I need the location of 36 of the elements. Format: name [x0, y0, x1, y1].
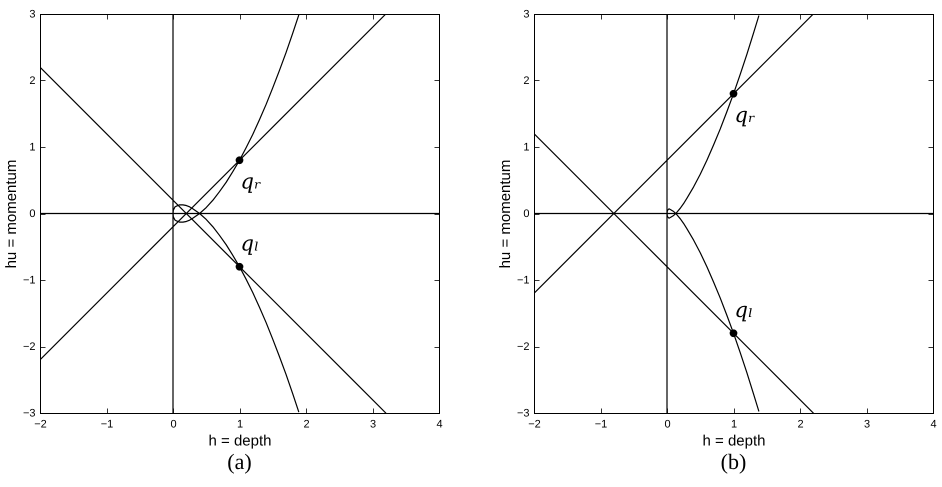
x-tick-label: 2 — [303, 418, 310, 430]
y-tick-label: −2 — [22, 341, 36, 353]
x-tick-label: 4 — [930, 418, 937, 430]
y-tick-label: 3 — [523, 8, 530, 20]
x-tick-label: 1 — [730, 418, 738, 430]
y-tick-label: 0 — [29, 208, 36, 220]
series-label: qₗ — [240, 232, 260, 256]
y-tick-label: −2 — [516, 341, 530, 353]
x-axis-title: h = depth — [208, 432, 272, 450]
y-tick-label: −1 — [516, 274, 530, 286]
x-tick-label: 1 — [236, 418, 244, 430]
series-label: qᵣ — [240, 169, 262, 194]
x-tick-label: −1 — [100, 418, 114, 430]
x-tick-label: 4 — [436, 418, 443, 430]
y-tick-label: 1 — [523, 142, 530, 154]
text: (b) — [720, 449, 746, 474]
x-tick-label: 3 — [864, 418, 870, 430]
y-tick-label: −3 — [516, 408, 530, 420]
series-label: qᵣ — [734, 102, 756, 127]
x-tick-label: 0 — [664, 418, 671, 430]
x-axis-title: h = depth — [702, 432, 766, 450]
x-tick-label: 2 — [797, 418, 804, 430]
y-tick-label: 1 — [29, 142, 36, 154]
y-axis-title: hu = momentum — [2, 160, 20, 268]
y-tick-label: 0 — [523, 208, 530, 220]
text: (a) — [227, 449, 252, 474]
x-tick-label: 3 — [370, 418, 376, 430]
y-axis-title: hu = momentum — [496, 160, 514, 268]
y-tick-label: −3 — [22, 408, 36, 420]
x-tick-label: −1 — [594, 418, 608, 430]
y-tick-label: 2 — [523, 75, 530, 87]
x-tick-label: 0 — [170, 418, 177, 430]
series-label: qₗ — [734, 298, 754, 322]
y-tick-label: 3 — [29, 8, 36, 20]
y-tick-label: 2 — [29, 75, 36, 87]
y-tick-label: −1 — [22, 274, 36, 286]
